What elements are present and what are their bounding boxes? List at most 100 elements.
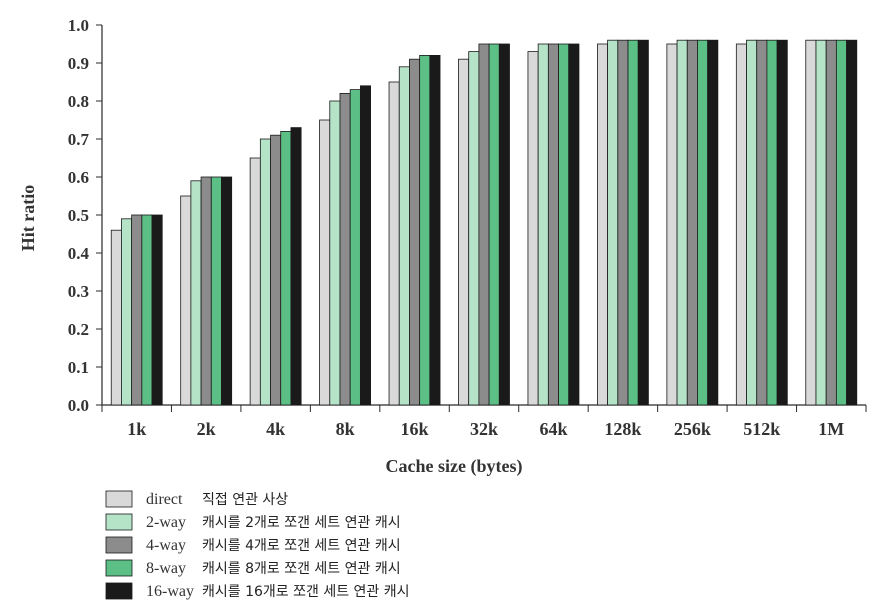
bar-4-way-256k <box>686 39 698 406</box>
bar-8-way-16k <box>419 55 431 406</box>
bar-8-way-64k <box>558 43 570 406</box>
legend-series-name: 16-way <box>146 583 194 600</box>
bar-4-way-64k <box>547 43 559 406</box>
y-tick-label: 0.1 <box>68 358 89 377</box>
y-tick-label: 1.0 <box>68 16 89 35</box>
y-tick-label: 0.0 <box>68 396 89 415</box>
legend-item-16-way: 16-way 캐시를 16개로 쪼갠 세트 연관 캐시 <box>105 582 410 600</box>
x-tick-label: 128k <box>604 419 641 439</box>
x-tick-label: 4k <box>266 419 285 439</box>
bar-8-way-256k <box>697 39 709 406</box>
bar-16-way-16k <box>429 55 441 406</box>
legend-item-direct: direct 직접 연관 사상 <box>105 490 288 508</box>
bar-direct-32k <box>458 58 470 406</box>
bar-2-way-256k <box>676 39 688 406</box>
bar-4-way-32k <box>478 43 490 406</box>
bar-direct-8k <box>319 119 331 406</box>
bar-16-way-512k <box>776 39 788 406</box>
y-tick-label: 0.3 <box>68 282 89 301</box>
bar-8-way-512k <box>766 39 778 406</box>
legend-series-name: direct <box>146 491 183 508</box>
bar-2-way-1k <box>121 218 133 406</box>
bar-8-way-1M <box>835 39 847 406</box>
bar-16-way-256k <box>707 39 719 406</box>
y-tick-label: 0.4 <box>68 244 90 263</box>
bar-2-way-4k <box>259 138 271 406</box>
bar-4-way-512k <box>756 39 768 406</box>
bar-4-way-2k <box>200 176 212 406</box>
bar-direct-2k <box>180 195 192 406</box>
bar-16-way-2k <box>221 176 233 406</box>
bar-16-way-64k <box>568 43 580 406</box>
legend-series-name: 8-way <box>146 560 186 577</box>
bar-8-way-1k <box>141 214 153 406</box>
legend-series-name: 2-way <box>146 514 186 531</box>
bar-direct-1k <box>110 229 122 406</box>
x-tick-label: 1k <box>127 419 146 439</box>
bar-16-way-1k <box>151 214 163 406</box>
bar-4-way-128k <box>617 39 629 406</box>
bar-16-way-32k <box>498 43 510 406</box>
bar-2-way-16k <box>398 66 410 406</box>
x-tick-label: 16k <box>401 419 429 439</box>
bar-direct-64k <box>527 51 539 406</box>
bar-8-way-2k <box>210 176 222 406</box>
bar-2-way-2k <box>190 180 202 406</box>
bar-16-way-128k <box>637 39 649 406</box>
bar-direct-1M <box>805 39 817 406</box>
bar-16-way-4k <box>290 127 302 406</box>
bar-2-way-1M <box>815 39 827 406</box>
plot-area: 0.0 0.1 0.2 0.3 0.4 0.5 0.6 0.7 0.8 0.9 1.0 1k 2k 4k 8… <box>68 16 867 439</box>
x-tick-label: 512k <box>743 419 780 439</box>
bar-8-way-4k <box>280 130 292 406</box>
x-tick-label: 2k <box>197 419 216 439</box>
bar-4-way-16k <box>409 58 421 406</box>
legend-swatch <box>105 559 133 577</box>
legend-series-description: 캐시를 16개로 쪼갠 세트 연관 캐시 <box>202 584 410 600</box>
bar-2-way-64k <box>537 43 549 406</box>
y-tick-label: 0.6 <box>68 168 89 187</box>
legend-item-4-way: 4-way 캐시를 4개로 쪼갠 세트 연관 캐시 <box>105 536 401 554</box>
bar-8-way-8k <box>349 89 361 406</box>
bar-2-way-32k <box>468 51 480 406</box>
bar-2-way-512k <box>746 39 758 406</box>
bar-16-way-1M <box>846 39 858 406</box>
bar-8-way-128k <box>627 39 639 406</box>
bar-2-way-8k <box>329 100 341 406</box>
bar-direct-16k <box>388 81 400 406</box>
bar-4-way-4k <box>270 134 282 406</box>
bar-direct-4k <box>249 157 261 406</box>
bar-direct-128k <box>597 43 609 406</box>
legend-series-description: 캐시를 4개로 쪼갠 세트 연관 캐시 <box>202 538 401 554</box>
legend-swatch <box>105 536 133 554</box>
legend-swatch <box>105 513 133 531</box>
y-axis-title: Hit ratio <box>18 185 38 251</box>
bar-direct-512k <box>735 43 747 406</box>
legend-series-name: 4-way <box>146 537 186 554</box>
y-tick-label: 0.9 <box>68 54 89 73</box>
x-axis-title: Cache size (bytes) <box>386 456 523 477</box>
y-tick-label: 0.8 <box>68 92 89 111</box>
x-tick-label: 8k <box>336 419 355 439</box>
bar-4-way-1M <box>825 39 837 406</box>
legend-series-description: 직접 연관 사상 <box>202 492 288 508</box>
x-tick-label: 64k <box>539 419 567 439</box>
legend-item-2-way: 2-way 캐시를 2개로 쪼갠 세트 연관 캐시 <box>105 513 401 531</box>
x-tick-label: 256k <box>674 419 711 439</box>
bar-8-way-32k <box>488 43 500 406</box>
x-tick-label: 1M <box>818 419 844 439</box>
legend-item-8-way: 8-way 캐시를 8개로 쪼갠 세트 연관 캐시 <box>105 559 401 577</box>
y-tick-label: 0.5 <box>68 206 89 225</box>
y-tick-label: 0.7 <box>68 130 90 149</box>
legend-swatch <box>105 582 133 600</box>
legend-series-description: 캐시를 2개로 쪼갠 세트 연관 캐시 <box>202 515 401 531</box>
bar-direct-256k <box>666 43 678 406</box>
bar-2-way-128k <box>607 39 619 406</box>
bar-16-way-8k <box>359 85 371 406</box>
legend-swatch <box>105 490 133 508</box>
bar-4-way-8k <box>339 93 351 406</box>
legend-series-description: 캐시를 8개로 쪼갠 세트 연관 캐시 <box>202 561 401 577</box>
bar-4-way-1k <box>131 214 143 406</box>
x-tick-label: 32k <box>470 419 498 439</box>
